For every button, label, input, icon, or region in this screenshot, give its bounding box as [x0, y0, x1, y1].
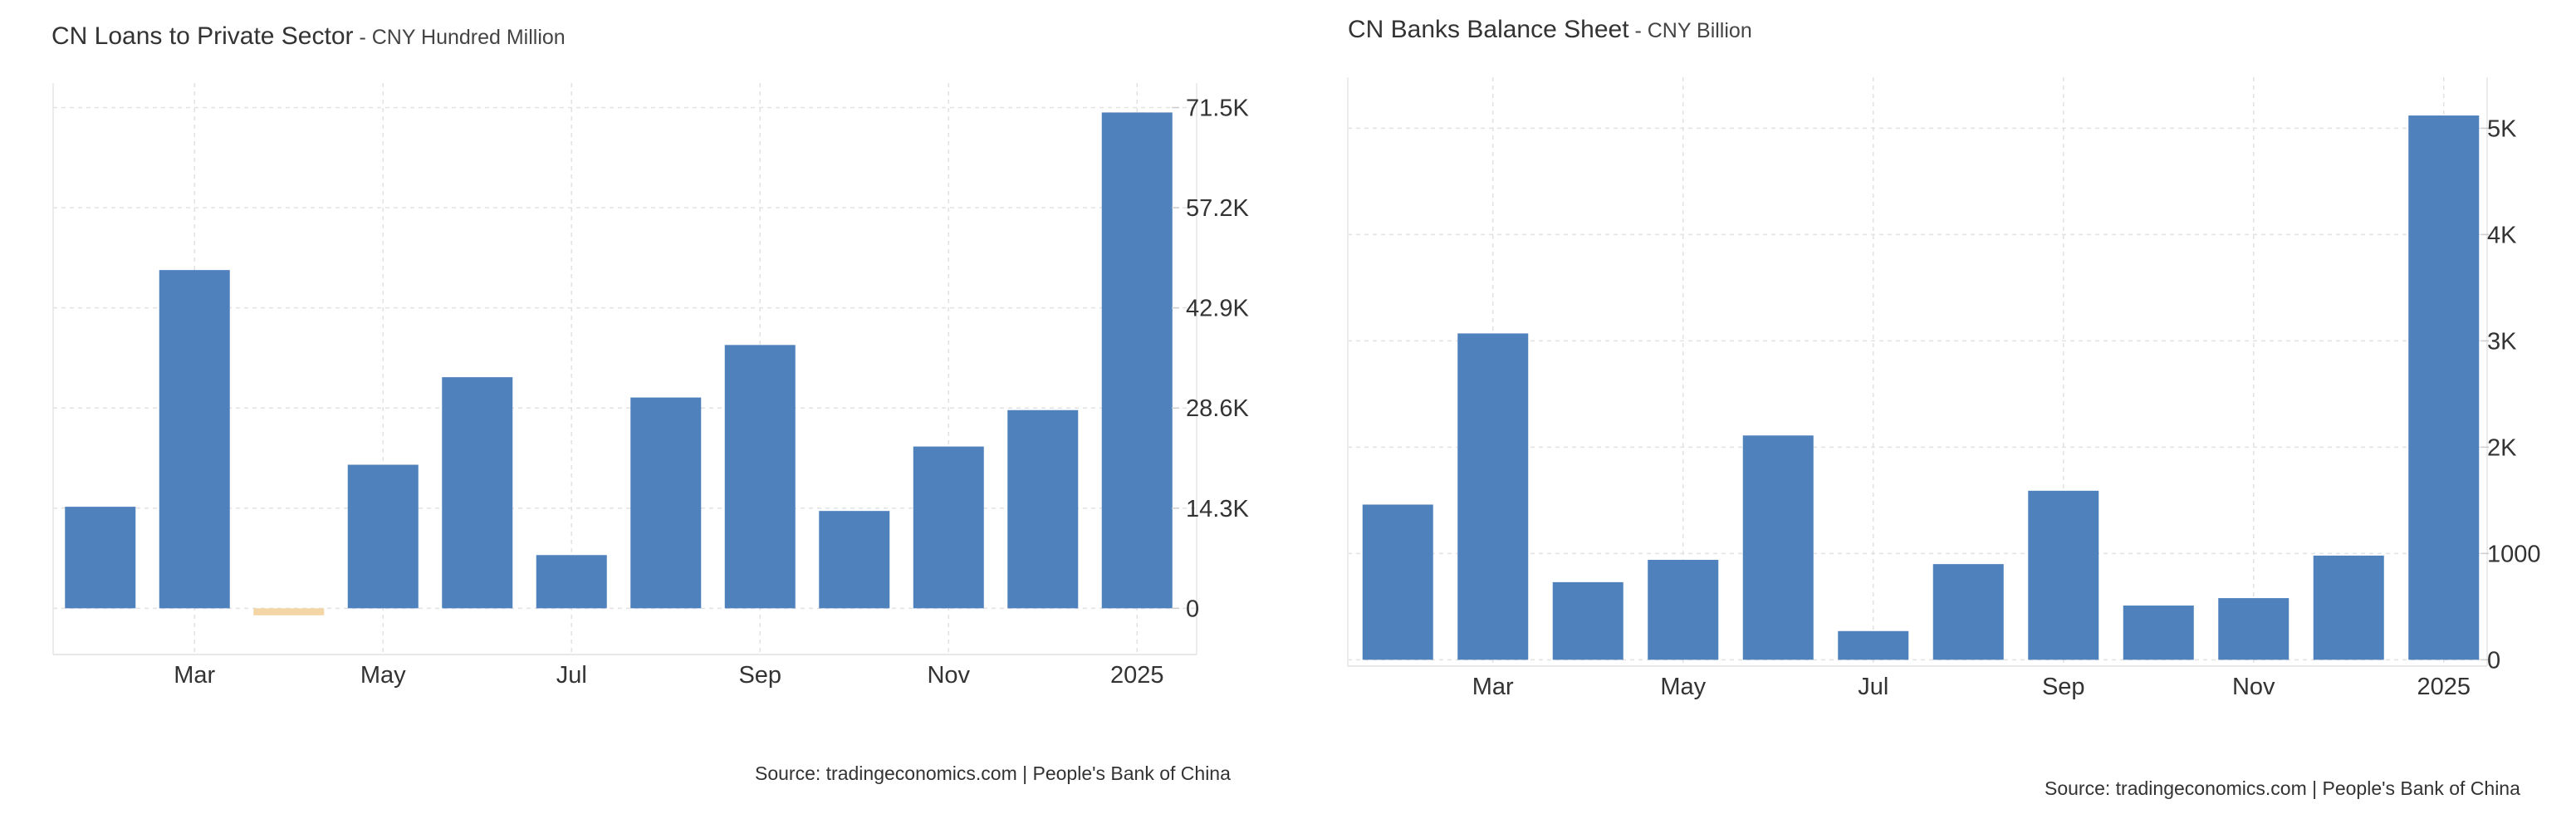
bar-feb-2024[interactable] [65, 507, 136, 609]
bar-may-2024[interactable] [347, 464, 419, 609]
bar-dec-2024[interactable] [1007, 409, 1079, 609]
bar-nov-2024[interactable] [913, 446, 984, 609]
y-tick-label: 0 [2487, 647, 2500, 674]
bar-oct-2024[interactable] [819, 511, 890, 609]
bar-oct-2024[interactable] [2123, 606, 2194, 660]
y-axis-labels: 0 14.3K 28.6K 42.9K 57.2K 71.5K [1172, 96, 1249, 622]
y-axis-labels: 0 1000 2K 3K 4K 5K [2481, 115, 2541, 674]
x-tick-label: Sep [2042, 674, 2085, 700]
chart-title-main: CN Banks Balance Sheet [1348, 16, 1629, 43]
chart-panel-loans: CN Loans to Private Sector - CNY Hundred… [51, 22, 1249, 784]
chart-source: Source: tradingeconomics.com | People's … [2045, 777, 2520, 799]
y-tick-label: 4K [2487, 222, 2517, 248]
x-tick-label: Sep [738, 662, 781, 689]
bar-series [1362, 115, 2480, 660]
bar-apr-2024[interactable] [253, 608, 325, 615]
bar-sep-2024[interactable] [724, 345, 796, 609]
bar-aug-2024[interactable] [1932, 564, 2004, 660]
x-axis-labels: Mar May Jul Sep Nov 2025 [1472, 674, 2471, 700]
x-axis-labels: Mar May Jul Sep Nov 2025 [174, 662, 1163, 689]
y-tick-label: 28.6K [1186, 395, 1249, 422]
y-tick-label: 2K [2487, 434, 2517, 461]
x-tick-label: Jul [556, 662, 587, 689]
y-tick-label: 0 [1186, 596, 1199, 622]
chart-title-main: CN Loans to Private Sector [51, 22, 354, 50]
y-tick-label: 1000 [2487, 541, 2541, 567]
chart-title: CN Banks Balance Sheet - CNY Billion [1348, 16, 1752, 44]
x-tick-label: Mar [1472, 674, 1514, 700]
x-tick-label: Nov [927, 662, 970, 689]
y-tick-label: 42.9K [1186, 296, 1249, 322]
x-tick-label: 2025 [2417, 674, 2471, 700]
balance-sheet-bar-chart: 0 1000 2K 3K 4K 5K Mar May Jul Sep Nov 2025 [1347, 77, 2541, 700]
y-tick-label: 5K [2487, 115, 2517, 142]
bar-jul-2024[interactable] [1838, 630, 1909, 660]
bar-mar-2024[interactable] [1457, 333, 1529, 660]
x-tick-label: Nov [2232, 674, 2275, 700]
bar-jun-2024[interactable] [442, 377, 513, 609]
chart-subtitle: CNY Hundred Million [371, 26, 566, 49]
bar-nov-2024[interactable] [2218, 598, 2290, 660]
bar-jan-2025[interactable] [1101, 112, 1173, 609]
x-tick-label: 2025 [1110, 662, 1164, 689]
bar-jul-2024[interactable] [536, 555, 607, 609]
chart-title: CN Loans to Private Sector - CNY Hundred… [51, 22, 566, 51]
chart-source: Source: tradingeconomics.com | People's … [755, 763, 1231, 784]
y-tick-label: 3K [2487, 328, 2517, 355]
y-tick-label: 57.2K [1186, 195, 1249, 222]
bar-mar-2024[interactable] [159, 270, 230, 609]
loans-bar-chart: 0 14.3K 28.6K 42.9K 57.2K 71.5K Mar May Jul Sep No… [52, 83, 1249, 689]
y-tick-label: 14.3K [1186, 496, 1249, 522]
bar-sep-2024[interactable] [2028, 490, 2099, 660]
bar-series [65, 112, 1173, 615]
chart-panel-balance-sheet: CN Banks Balance Sheet - CNY Billion 0 10… [1288, 0, 2576, 814]
bar-jan-2025[interactable] [2408, 115, 2480, 660]
bar-dec-2024[interactable] [2313, 555, 2384, 660]
chart-subtitle: CNY Billion [1647, 19, 1752, 42]
bar-may-2024[interactable] [1648, 560, 1719, 660]
y-tick-label: 71.5K [1186, 96, 1249, 122]
x-tick-label: May [1660, 674, 1706, 700]
bar-aug-2024[interactable] [630, 397, 702, 609]
bar-jun-2024[interactable] [1742, 435, 1814, 660]
x-tick-label: Mar [174, 662, 215, 689]
x-tick-label: May [360, 662, 406, 689]
bar-feb-2024[interactable] [1362, 504, 1433, 660]
bar-apr-2024[interactable] [1552, 581, 1623, 660]
x-tick-label: Jul [1858, 674, 1888, 700]
title-separator: - [1628, 19, 1648, 42]
title-separator: - [353, 26, 372, 49]
